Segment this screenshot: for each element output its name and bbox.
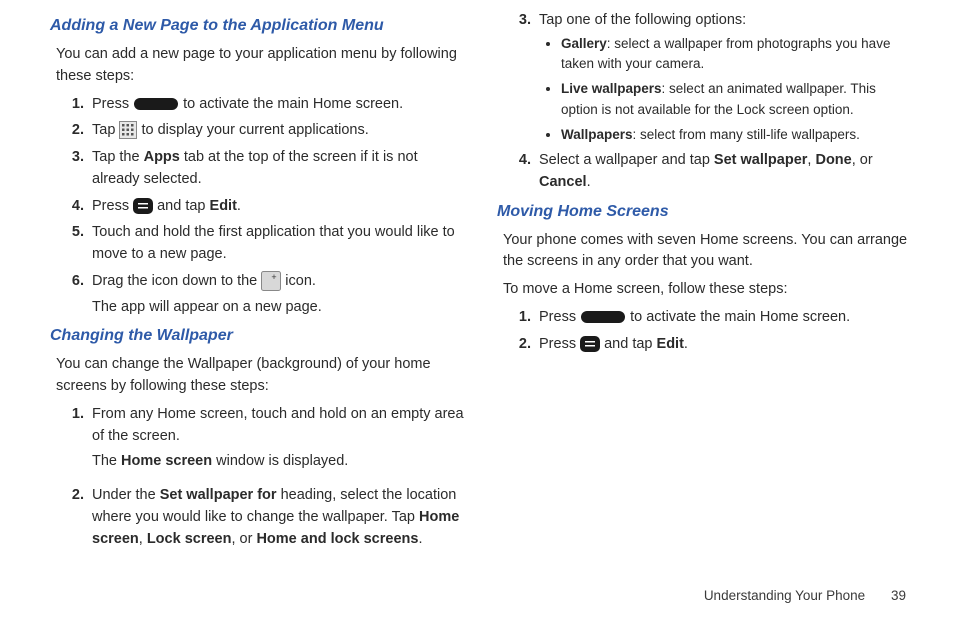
bold-text: Edit [210,198,237,214]
bold-text: Cancel [539,174,587,190]
steps-wallpaper-cont: Tap one of the following options: Galler… [497,10,914,194]
step-text: and tap [600,336,656,352]
step-text: From any Home screen, touch and hold on … [92,406,464,444]
option-text: : select a wallpaper from photographs yo… [561,36,890,71]
step-text: Tap the [92,149,144,165]
step-text: to display your current applications. [137,122,368,138]
step-text: Drag the icon down to the [92,273,261,289]
intro-adding-page: You can add a new page to your applicati… [56,44,467,88]
step-subtext: The Home screen window is displayed. [92,451,467,473]
step-text: Press [92,96,133,112]
steps-adding-page: Press to activate the main Home screen. … [50,94,467,319]
heading-moving-screens: Moving Home Screens [497,200,914,224]
bold-text: Home screen [121,453,212,469]
step-text: . [418,531,422,547]
bold-text: Set wallpaper for [160,487,277,503]
menu-button-icon [580,336,600,352]
step-text: . [587,174,591,190]
intro-wallpaper: You can change the Wallpaper (background… [56,354,467,398]
step-subtext: The app will appear on a new page. [92,297,467,319]
step-text: and tap [153,198,209,214]
step-text: icon. [281,273,316,289]
step-item: Select a wallpaper and tap Set wallpaper… [535,150,914,194]
step-item: From any Home screen, touch and hold on … [88,404,467,473]
page-content: Adding a New Page to the Application Men… [0,0,954,580]
right-column: Tap one of the following options: Galler… [497,10,914,580]
bold-text: Gallery [561,36,607,51]
heading-wallpaper: Changing the Wallpaper [50,324,467,348]
step-text: Press [539,309,580,325]
option-item: Live wallpapers: select an animated wall… [561,79,914,120]
step-text: window is displayed. [212,453,348,469]
step-text: Under the [92,487,160,503]
option-list: Gallery: select a wallpaper from photogr… [539,34,914,145]
step-text: , or [231,531,256,547]
step-text: Tap one of the following options: [539,12,746,28]
step-item: Press to activate the main Home screen. [535,307,914,329]
option-item: Gallery: select a wallpaper from photogr… [561,34,914,75]
bold-text: Apps [144,149,180,165]
intro-moving-2: To move a Home screen, follow these step… [503,279,914,301]
step-item: Under the Set wallpaper for heading, sel… [88,485,467,550]
steps-wallpaper: From any Home screen, touch and hold on … [50,404,467,551]
steps-moving: Press to activate the main Home screen. … [497,307,914,356]
left-column: Adding a New Page to the Application Men… [50,10,467,580]
bold-text: Live wallpapers [561,81,662,96]
menu-button-icon [133,198,153,214]
home-button-icon [133,97,179,111]
step-item: Press to activate the main Home screen. [88,94,467,116]
step-text: to activate the main Home screen. [179,96,403,112]
step-text: Press [92,198,133,214]
new-page-icon: + [261,271,281,291]
step-item: Press and tap Edit. [535,334,914,356]
step-text: . [684,336,688,352]
step-item: Tap one of the following options: Galler… [535,10,914,145]
step-item: Touch and hold the first application tha… [88,222,467,266]
step-item: Tap to display your current applications… [88,120,467,142]
step-item: Press and tap Edit. [88,196,467,218]
step-text: The [92,453,121,469]
step-item: Tap the Apps tab at the top of the scree… [88,147,467,191]
step-text: to activate the main Home screen. [626,309,850,325]
apps-grid-icon [119,121,137,139]
footer-text: Understanding Your Phone [704,588,865,603]
svg-text:+: + [272,272,277,282]
step-text: . [237,198,241,214]
bold-text: Edit [657,336,684,352]
bold-text: Set wallpaper [714,152,807,168]
step-text: Press [539,336,580,352]
bold-text: Done [815,152,851,168]
bold-text: Lock screen [147,531,232,547]
bold-text: Wallpapers [561,127,633,142]
step-text: , [139,531,147,547]
bold-text: Home and lock screens [256,531,418,547]
home-button-icon [580,310,626,324]
step-text: Tap [92,122,119,138]
page-number: 39 [891,588,906,603]
heading-adding-page: Adding a New Page to the Application Men… [50,14,467,38]
page-footer: Understanding Your Phone 39 [0,580,954,603]
option-item: Wallpapers: select from many still-life … [561,125,914,145]
step-text: , or [852,152,873,168]
intro-moving-1: Your phone comes with seven Home screens… [503,230,914,274]
step-item: Drag the icon down to the + icon. The ap… [88,271,467,319]
step-text: Select a wallpaper and tap [539,152,714,168]
option-text: : select from many still-life wallpapers… [633,127,860,142]
